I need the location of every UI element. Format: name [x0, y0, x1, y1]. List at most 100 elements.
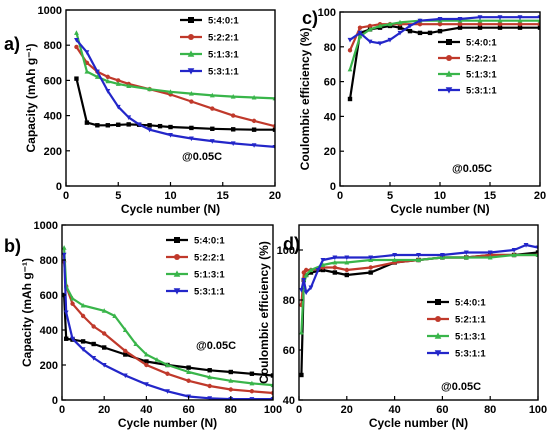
- data-point: [357, 30, 363, 36]
- data-point: [368, 265, 373, 270]
- data-point: [126, 122, 131, 127]
- data-point: [416, 253, 421, 258]
- plot-area: [62, 245, 273, 400]
- data-point: [308, 270, 314, 275]
- data-point: [347, 48, 353, 53]
- data-point: [344, 259, 350, 265]
- y-tick-label: 1000: [38, 5, 62, 17]
- legend: 5:4:0:1 5:2:2:1 5:1:3:1 5:3:1:1: [166, 236, 225, 298]
- legend-marker: [435, 299, 441, 305]
- data-point: [147, 86, 153, 92]
- data-point: [62, 252, 67, 258]
- legend-marker: [434, 350, 442, 357]
- data-point: [74, 44, 79, 50]
- data-point: [357, 33, 363, 39]
- legend-label: 5:3:1:1: [466, 86, 497, 97]
- series-line: [63, 247, 273, 387]
- series-line: [75, 39, 275, 148]
- data-point: [417, 18, 423, 24]
- data-point: [367, 23, 373, 29]
- legend-marker: [174, 254, 180, 260]
- data-point: [147, 127, 153, 133]
- data-point: [91, 341, 96, 347]
- data-point: [477, 21, 483, 27]
- y-tick-label: 200: [40, 360, 58, 372]
- data-point: [367, 26, 373, 32]
- legend-marker: [187, 50, 195, 57]
- data-point: [251, 94, 257, 100]
- data-point: [74, 30, 79, 35]
- legend-label: 5:4:0:1: [194, 236, 225, 247]
- x-axis-label: Cycle number (N): [118, 416, 217, 430]
- data-point: [157, 123, 163, 129]
- data-point: [303, 290, 309, 296]
- data-point: [154, 357, 160, 362]
- data-point: [144, 362, 149, 368]
- data-point: [168, 89, 173, 94]
- data-point: [303, 272, 309, 277]
- x-tick-label: 60: [436, 404, 448, 416]
- data-point: [357, 25, 363, 30]
- data-point: [249, 397, 255, 400]
- data-point: [80, 302, 86, 308]
- y-tick-label: 60: [324, 77, 336, 89]
- data-point: [143, 351, 149, 357]
- y-tick-label: 800: [40, 255, 58, 267]
- data-point: [497, 18, 503, 23]
- data-point: [80, 347, 86, 352]
- data-point: [407, 23, 413, 29]
- data-point: [116, 122, 121, 127]
- data-point: [168, 132, 173, 138]
- data-point: [70, 295, 75, 301]
- data-point: [62, 245, 67, 250]
- data-point: [344, 267, 349, 273]
- rate-annotation: @0.05C: [452, 163, 492, 175]
- data-point: [457, 25, 463, 30]
- data-point: [168, 124, 173, 130]
- y-tick-label: 80: [283, 295, 295, 307]
- y-tick-label: 1000: [34, 220, 58, 232]
- legend-label: 5:1:3:1: [208, 50, 239, 61]
- data-point: [133, 341, 139, 346]
- x-tick-label: 15: [217, 190, 229, 202]
- panel-letter: b): [4, 236, 21, 256]
- data-point: [63, 310, 69, 316]
- data-point: [377, 23, 383, 28]
- data-point: [105, 78, 111, 84]
- data-point: [368, 255, 374, 261]
- panel-letter: c): [302, 8, 318, 28]
- data-point: [209, 139, 215, 144]
- data-point: [249, 371, 255, 376]
- data-point: [189, 125, 194, 131]
- x-axis-label: Cycle number (N): [121, 202, 220, 216]
- data-point: [332, 259, 338, 265]
- data-point: [517, 21, 523, 27]
- data-point: [437, 28, 443, 34]
- data-point: [251, 118, 257, 124]
- legend-marker: [173, 270, 181, 277]
- x-tick-label: 0: [59, 404, 65, 416]
- data-point: [299, 372, 304, 378]
- data-point: [188, 90, 194, 96]
- y-axis-label: Coulombic efficiency (%): [298, 28, 312, 171]
- y-tick-label: 200: [44, 146, 62, 158]
- plot-area: [299, 243, 538, 378]
- data-point: [299, 288, 304, 293]
- data-point: [537, 25, 540, 30]
- data-point: [136, 122, 142, 128]
- data-point: [439, 253, 445, 258]
- data-point: [377, 41, 383, 46]
- x-tick-label: 15: [484, 190, 496, 202]
- data-point: [101, 363, 107, 368]
- data-point: [497, 15, 503, 20]
- data-point: [126, 115, 132, 120]
- axes-frame: [339, 11, 541, 187]
- legend-marker: [187, 68, 195, 75]
- data-point: [165, 362, 170, 367]
- x-tick-label: 60: [182, 404, 194, 416]
- data-point: [437, 21, 443, 27]
- x-tick-label: 0: [296, 404, 302, 416]
- axes-frame: [61, 224, 274, 401]
- legend: 5:4:0:1 5:2:2:1 5:1:3:1 5:3:1:1: [438, 38, 497, 97]
